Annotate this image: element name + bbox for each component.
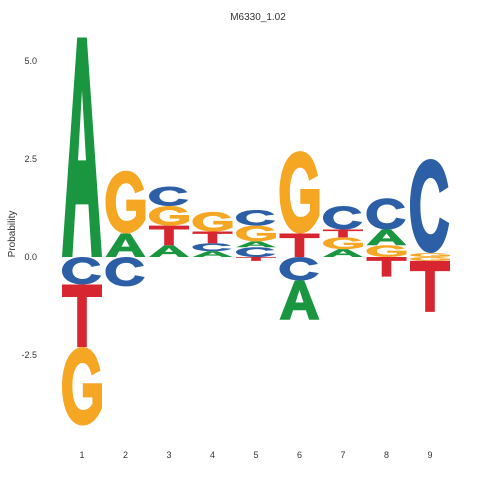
- logo-letter-T-pos9-below: [410, 260, 450, 312]
- x-tick-label: 6: [297, 450, 302, 460]
- logo-letter-G-pos2-above: [105, 170, 146, 234]
- chart-title: M6330_1.02: [230, 12, 286, 23]
- y-tick-label: 2.5: [24, 154, 37, 164]
- logo-letter-A-pos8-above: [366, 229, 407, 246]
- logo-letter-C-pos8-above: [366, 198, 406, 230]
- logo-letter-G-pos4-above: [192, 211, 233, 232]
- logo-letter-G-pos9-below: [410, 257, 450, 261]
- y-axis: 5.0 2.5 0.0 -2.5: [21, 56, 37, 360]
- y-tick-label: 0.0: [24, 252, 37, 262]
- logo-letter-A-pos3-above: [149, 245, 189, 257]
- y-tick-label: 5.0: [24, 56, 37, 66]
- logo-letter-T-pos3-above: [149, 225, 189, 246]
- logo-letter-C-pos6-below: [279, 257, 319, 281]
- logo-letter-C-pos7-above: [323, 206, 363, 230]
- logo-letter-A-pos7-above: [323, 249, 363, 257]
- x-tick-label: 4: [210, 450, 215, 460]
- logo-columns: [62, 37, 450, 426]
- logo-letter-C-pos1-below: [62, 257, 102, 285]
- logo-letter-A-pos2-above: [105, 233, 146, 257]
- logo-letter-G-pos5-above: [236, 225, 276, 242]
- logo-letter-T-pos6-above: [279, 233, 320, 257]
- logo-letter-G-pos3-above: [149, 206, 189, 226]
- logo-letter-C-pos4-above: [192, 243, 232, 252]
- logo-letter-T-pos1-below: [62, 284, 102, 348]
- logo-letter-A-pos1-above: [62, 37, 102, 258]
- logo-letter-C-pos2-below: [105, 257, 145, 287]
- logo-letter-G-pos6-above: [279, 151, 320, 234]
- logo-letter-C-pos3-above: [149, 186, 189, 207]
- logo-letter-G-pos9-above: [410, 253, 450, 257]
- x-axis: 1 2 3 4 5 6 7 8 9: [79, 450, 432, 460]
- x-tick-label: 9: [427, 450, 432, 460]
- logo-letter-A-pos6-below: [279, 280, 320, 320]
- x-tick-label: 2: [123, 450, 128, 460]
- logo-letter-A-pos5-above: [236, 241, 276, 248]
- x-tick-label: 7: [340, 450, 345, 460]
- logo-letter-G-pos7-above: [323, 237, 363, 250]
- y-axis-label: Probability: [7, 211, 18, 258]
- logo-letter-C-pos5-above: [236, 247, 276, 257]
- logo-letter-T-pos4-above: [192, 231, 233, 244]
- x-tick-label: 8: [384, 450, 389, 460]
- y-tick-label: -2.5: [21, 350, 37, 360]
- logo-letter-C-pos5-above: [236, 209, 276, 226]
- logo-letter-G-pos1-below: [62, 347, 102, 426]
- x-tick-label: 1: [79, 450, 84, 460]
- logo-letter-C-pos9-above: [410, 159, 450, 254]
- logo-letter-A-pos4-above: [192, 251, 233, 257]
- x-tick-label: 5: [253, 450, 258, 460]
- logo-letter-T-pos7-above: [323, 229, 363, 238]
- logo-letter-T-pos8-below: [366, 257, 407, 277]
- x-tick-label: 3: [166, 450, 171, 460]
- logo-letter-T-pos5-below: [236, 257, 276, 261]
- logo-letter-G-pos8-above: [366, 245, 407, 257]
